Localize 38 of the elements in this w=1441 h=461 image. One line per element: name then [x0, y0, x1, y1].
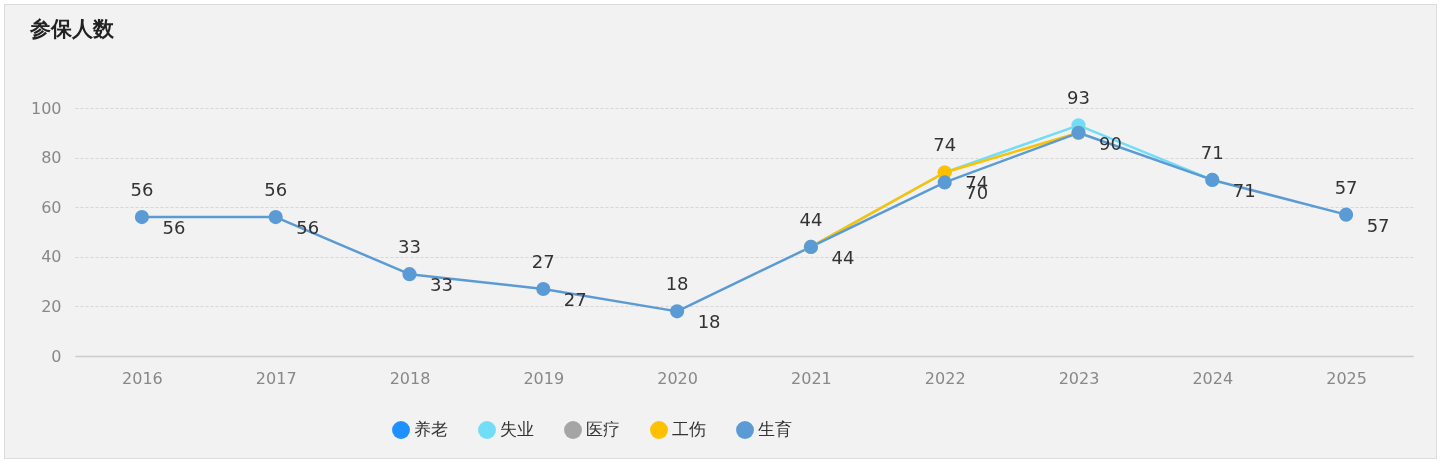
- annotation: 33: [398, 236, 421, 258]
- x-tick-label: 2021: [791, 368, 832, 388]
- data-label: 93: [1067, 87, 1090, 109]
- x-tick-label: 2025: [1326, 368, 1367, 388]
- x-tick-label: 2019: [523, 368, 565, 388]
- annotation: 56: [130, 179, 154, 201]
- y-tick-label: 0: [51, 346, 62, 366]
- data-label: 27: [563, 289, 587, 311]
- annotation: 27: [531, 251, 555, 273]
- y-tick-label: 20: [41, 296, 62, 316]
- data-label: 57: [1366, 214, 1390, 236]
- x-tick-label: 2020: [657, 368, 698, 388]
- x-tick-label: 2017: [255, 368, 297, 388]
- data-label: 74: [933, 134, 957, 156]
- y-tick-label: 80: [41, 148, 62, 168]
- y-tick-label: 100: [30, 98, 62, 118]
- legend-label: 生育: [758, 419, 792, 440]
- legend-label: 失业: [500, 419, 534, 440]
- y-tick-label: 60: [41, 197, 62, 217]
- data-label: 71: [1200, 141, 1224, 163]
- chart-title: 参保人数: [29, 17, 116, 42]
- data-label: 44: [831, 246, 855, 268]
- annotation: 18: [665, 273, 689, 295]
- legend-label: 养老: [414, 419, 448, 440]
- data-label: 56: [162, 217, 186, 239]
- data-label: 33: [430, 274, 453, 296]
- annotation: 57: [1334, 176, 1358, 198]
- annotation: 56: [264, 179, 288, 201]
- legend-label: 医疗: [586, 419, 620, 440]
- x-tick-label: 2024: [1192, 368, 1234, 388]
- x-tick-label: 2016: [122, 368, 163, 388]
- x-tick-label: 2022: [924, 368, 966, 388]
- data-label: 18: [697, 311, 721, 333]
- data-label: 44: [799, 208, 823, 230]
- x-tick-label: 2023: [1058, 368, 1100, 388]
- y-tick-label: 40: [41, 247, 62, 267]
- legend-label: 工伤: [672, 419, 706, 440]
- x-tick-label: 2018: [389, 368, 431, 388]
